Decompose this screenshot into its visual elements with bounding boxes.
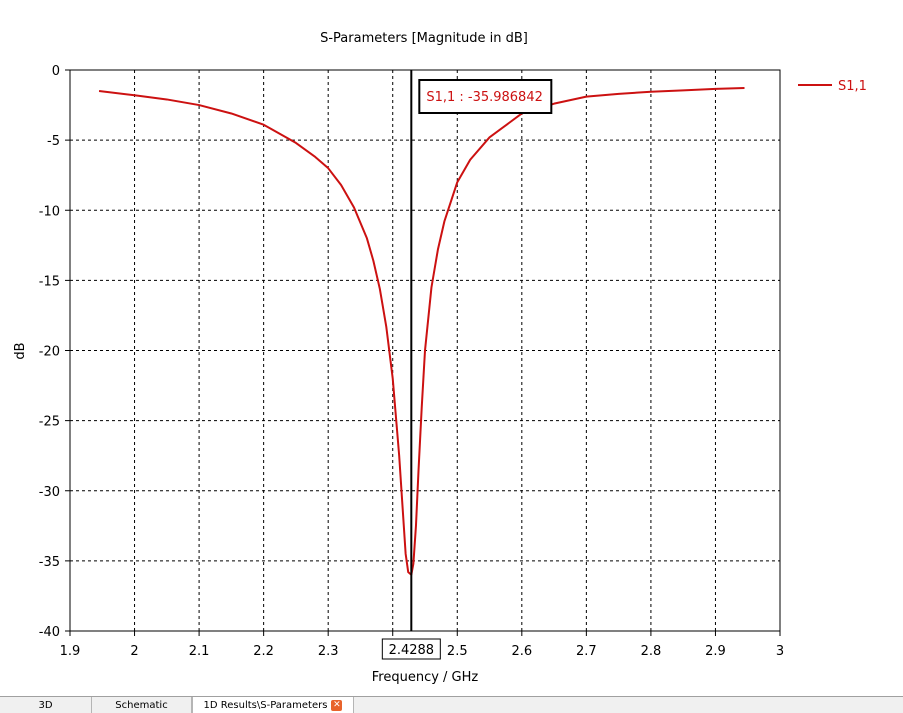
y-tick-label: -15 [39,274,60,289]
y-tick-label: -25 [39,415,60,430]
x-tick-label: 1.9 [60,644,81,659]
series-line-s11 [98,86,745,576]
x-tick-label: 2.8 [641,644,662,659]
s-parameter-chart[interactable]: S-Parameters [Magnitude in dB] dB Freque… [0,0,903,695]
tab-bar: 3D Schematic 1D Results\S-Parameters ✕ [0,696,903,713]
plot-area[interactable]: S-Parameters [Magnitude in dB] dB Freque… [0,0,903,695]
y-axis-label: dB [13,342,28,359]
chart-title: S-Parameters [Magnitude in dB] [320,31,528,46]
axis-ticks: 1.9 2 2.1 2.2 2.3 2.5 2.6 2.7 2.8 2.9 3 0 -5 -10 -15 -2… [39,64,784,659]
tab-s-parameters[interactable]: 1D Results\S-Parameters ✕ [192,697,354,713]
close-icon[interactable]: ✕ [331,699,343,711]
x-tick-label: 2 [130,644,138,659]
y-tick-label: -10 [39,204,60,219]
y-tick-label: -35 [39,555,60,570]
y-tick-label: -20 [39,345,60,360]
x-tick-label: 2.7 [576,644,597,659]
x-tick-label: 2.2 [253,644,274,659]
marker-layer[interactable]: 2.4288 S1,1 : -35.986842 [381,70,553,660]
tab-3d[interactable]: 3D [0,697,92,713]
x-tick-label: 2.6 [511,644,532,659]
series-layer [98,86,745,576]
tab-label: 1D Results\S-Parameters [203,699,328,711]
y-tick-label: -40 [39,625,60,640]
tab-schematic[interactable]: Schematic [92,697,192,713]
marker-annotation-box [418,79,553,114]
marker-x-box [381,638,441,660]
legend-label[interactable]: S1,1 [838,79,867,94]
tab-label: Schematic [115,699,168,711]
x-tick-label: 2.3 [318,644,339,659]
y-tick-label: -5 [47,134,60,149]
y-tick-label: 0 [52,64,60,79]
marker-annotation-text: S1,1 : -35.986842 [426,90,543,105]
tab-label: 3D [38,699,53,711]
x-axis-label: Frequency / GHz [372,670,479,685]
marker-x-label: 2.4288 [389,643,435,658]
y-tick-label: -30 [39,485,60,500]
legend[interactable]: S1,1 [798,79,867,94]
x-tick-label: 3 [776,644,784,659]
x-tick-label: 2.9 [705,644,726,659]
x-tick-label: 2.5 [447,644,468,659]
x-tick-label: 2.1 [189,644,210,659]
